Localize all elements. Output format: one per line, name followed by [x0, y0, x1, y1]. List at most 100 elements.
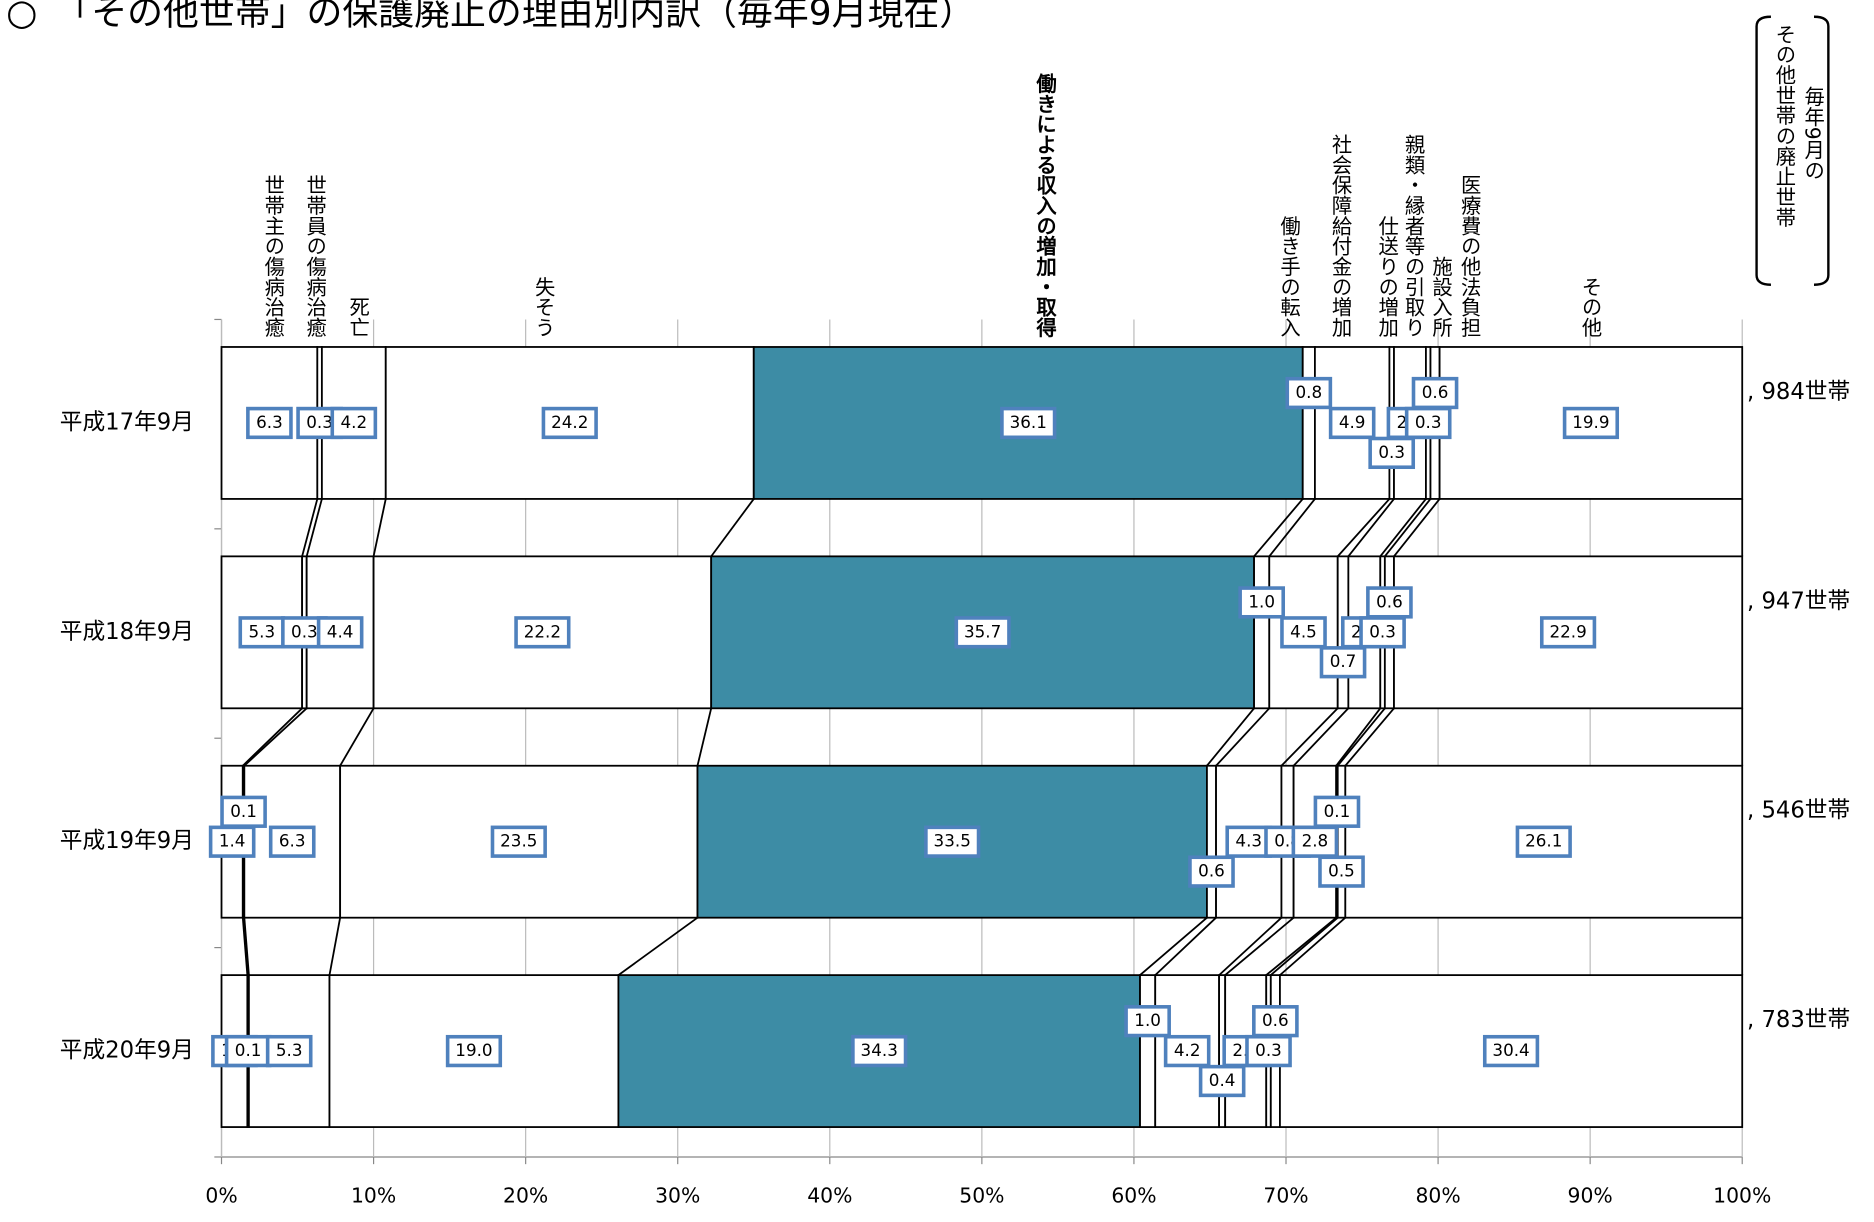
series-label: 働きによる収入の増加・取得 [1032, 73, 1057, 337]
value-label-box [1359, 616, 1406, 649]
connector [241, 917, 249, 976]
value-label-box [268, 825, 316, 858]
connector [710, 498, 755, 557]
value-label: 0.1 [230, 801, 257, 821]
value-label: 22.2 [524, 621, 561, 641]
value-label: 24.2 [551, 412, 588, 432]
value-label-box [265, 1034, 313, 1068]
bar-segment [1301, 346, 1316, 500]
x-tick-label: 0% [205, 1183, 237, 1207]
value-label: 1.4 [219, 831, 246, 851]
value-label: 6.3 [256, 412, 283, 432]
connector [243, 917, 250, 976]
connector [305, 498, 323, 557]
connector [617, 916, 699, 976]
connector [1347, 498, 1395, 557]
connector [1393, 498, 1441, 557]
value-label: 6.3 [279, 831, 306, 851]
value-label: 0.6 [1422, 382, 1449, 402]
value-label: 0.3 [1415, 412, 1442, 432]
value-label-box [220, 795, 267, 828]
value-label: 0.3 [291, 621, 318, 641]
value-label: 35.7 [964, 621, 1001, 641]
value-label: 0.3 [1369, 621, 1396, 641]
value-label: 4.9 [1339, 412, 1366, 432]
value-label: 1.0 [1248, 591, 1275, 611]
value-label-box [1000, 406, 1057, 440]
value-label: 19.9 [1572, 412, 1609, 432]
value-label: 0.6 [1198, 861, 1225, 881]
connector [339, 707, 375, 767]
value-label: 0.3 [1255, 1040, 1282, 1060]
value-label: 22.9 [1549, 621, 1586, 641]
bar-segment [1206, 764, 1217, 919]
value-label-box [1291, 825, 1339, 858]
total-label: , 947世帯 [1747, 588, 1850, 614]
value-label: 36.1 [1010, 412, 1047, 432]
value-label: 4.3 [1235, 831, 1262, 851]
connector [1384, 498, 1432, 557]
connector [1335, 707, 1382, 767]
bar-segment [1139, 974, 1157, 1128]
y-tick-label: 平成18年9月 [60, 619, 194, 645]
series-label: 親類・縁者等の引取り [1401, 134, 1425, 337]
connector [1139, 917, 1208, 976]
value-label-box [924, 825, 981, 858]
connector [1268, 498, 1316, 557]
connector [1279, 917, 1346, 976]
connector [1218, 917, 1283, 976]
bar-segment [243, 764, 342, 919]
bracket [1755, 15, 1830, 286]
value-label: 4.2 [340, 412, 367, 432]
connector [1206, 707, 1255, 767]
series-label: その他 [1578, 276, 1602, 337]
connector [328, 917, 342, 976]
value-label: 30.4 [1492, 1040, 1529, 1060]
value-label-box [1188, 855, 1235, 888]
value-label-box [1404, 406, 1452, 440]
connector [1215, 707, 1270, 767]
value-label-box [1318, 855, 1365, 888]
value-label-box [1313, 795, 1361, 828]
series-label: 世帯主の傷病治癒 [261, 175, 285, 338]
x-tick-label: 50% [959, 1183, 1004, 1207]
totals-title: その他世帯の廃止世帯 [1772, 24, 1796, 227]
x-tick-label: 100% [1713, 1183, 1771, 1207]
connector [1337, 498, 1391, 557]
value-label-box [514, 616, 571, 649]
series-label: 施設入所 [1429, 256, 1453, 337]
series-label: 世帯員の傷病治癒 [303, 175, 327, 338]
value-label-box [851, 1034, 908, 1068]
series-label: 失そう [531, 276, 555, 337]
value-label: 0.6 [1376, 591, 1403, 611]
value-label: 0.7 [1330, 651, 1357, 671]
connector [696, 708, 713, 766]
connector [1154, 917, 1217, 976]
value-label-box [1252, 1005, 1299, 1038]
connector [1270, 917, 1339, 976]
bar-segment [1253, 555, 1271, 710]
value-label: 4.4 [327, 621, 354, 641]
value-label: 0.3 [1378, 442, 1405, 462]
total-label: , 984世帯 [1747, 379, 1850, 405]
value-label-box [541, 406, 598, 440]
value-label: 0.1 [1324, 801, 1351, 821]
value-label-box [1163, 1034, 1211, 1068]
total-label: , 783世帯 [1747, 1007, 1850, 1033]
series-label: 死亡 [346, 297, 370, 338]
value-label: 23.5 [500, 831, 537, 851]
value-label-box [1319, 646, 1367, 679]
value-label-box [1328, 406, 1376, 440]
value-label-box [330, 406, 378, 440]
value-label: 4.2 [1174, 1040, 1201, 1060]
value-label-box [1198, 1064, 1246, 1098]
value-label-box [316, 616, 364, 649]
connector [243, 707, 308, 767]
value-label-box [1515, 825, 1572, 858]
x-tick-label: 70% [1263, 1183, 1308, 1207]
connector [1292, 707, 1350, 767]
value-label: 5.3 [248, 621, 275, 641]
value-label: 2.8 [1302, 831, 1329, 851]
x-tick-label: 80% [1415, 1183, 1460, 1207]
value-label: 0.8 [1295, 382, 1322, 402]
